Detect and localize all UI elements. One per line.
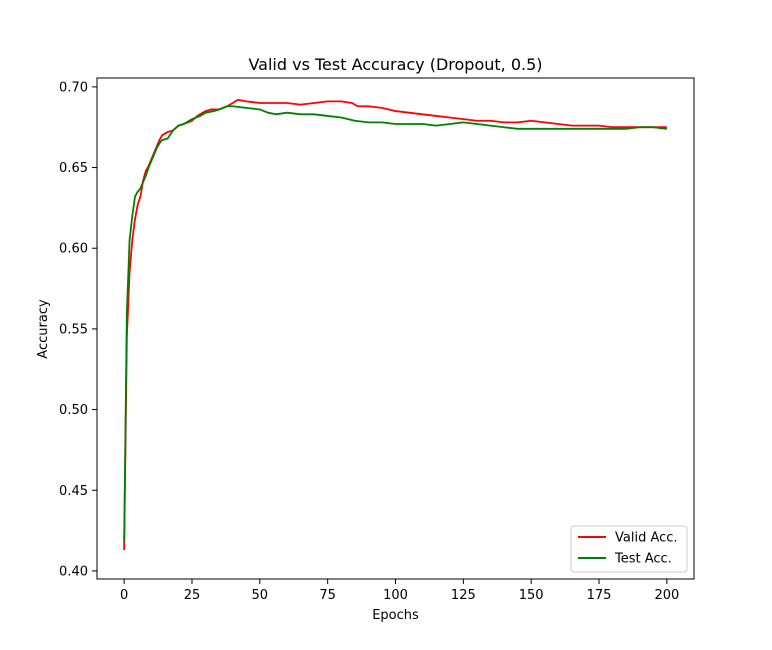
x-tick-label: 75: [319, 588, 336, 603]
plot-frame: [96, 77, 695, 580]
x-tick-label: 50: [252, 588, 269, 603]
y-tick-label: 0.40: [59, 564, 88, 579]
chart-title: Valid vs Test Accuracy (Dropout, 0.5): [248, 55, 542, 74]
y-tick-label: 0.65: [59, 161, 88, 176]
y-tick-label: 0.60: [59, 242, 88, 257]
y-axis: 0.40 0.45 0.50 0.55 0.60 0.65 0.70: [59, 80, 97, 579]
legend-label-valid-acc: Valid Acc.: [615, 531, 678, 546]
legend-label-test-acc: Test Acc.: [614, 552, 672, 567]
series-line-test-acc: [123, 105, 667, 542]
x-tick-label: 100: [383, 588, 408, 603]
legend: Valid Acc. Test Acc.: [570, 525, 688, 573]
x-tick-label: 150: [519, 588, 544, 603]
x-tick-label: 125: [451, 588, 476, 603]
series-layer: [123, 98, 667, 550]
series-line-valid-acc: [123, 98, 667, 550]
x-axis-label: Epochs: [372, 608, 419, 623]
x-tick-label: 175: [587, 588, 612, 603]
y-tick-label: 0.70: [59, 80, 88, 95]
x-tick-label: 0: [120, 588, 128, 603]
x-axis: 0 25 50 75 100 125 150 175 200: [120, 579, 679, 603]
y-tick-label: 0.45: [59, 484, 88, 499]
x-tick-label: 25: [184, 588, 201, 603]
y-tick-label: 0.50: [59, 403, 88, 418]
x-tick-label: 200: [654, 588, 679, 603]
y-tick-label: 0.55: [59, 322, 88, 337]
y-axis-label: Accuracy: [36, 299, 51, 359]
